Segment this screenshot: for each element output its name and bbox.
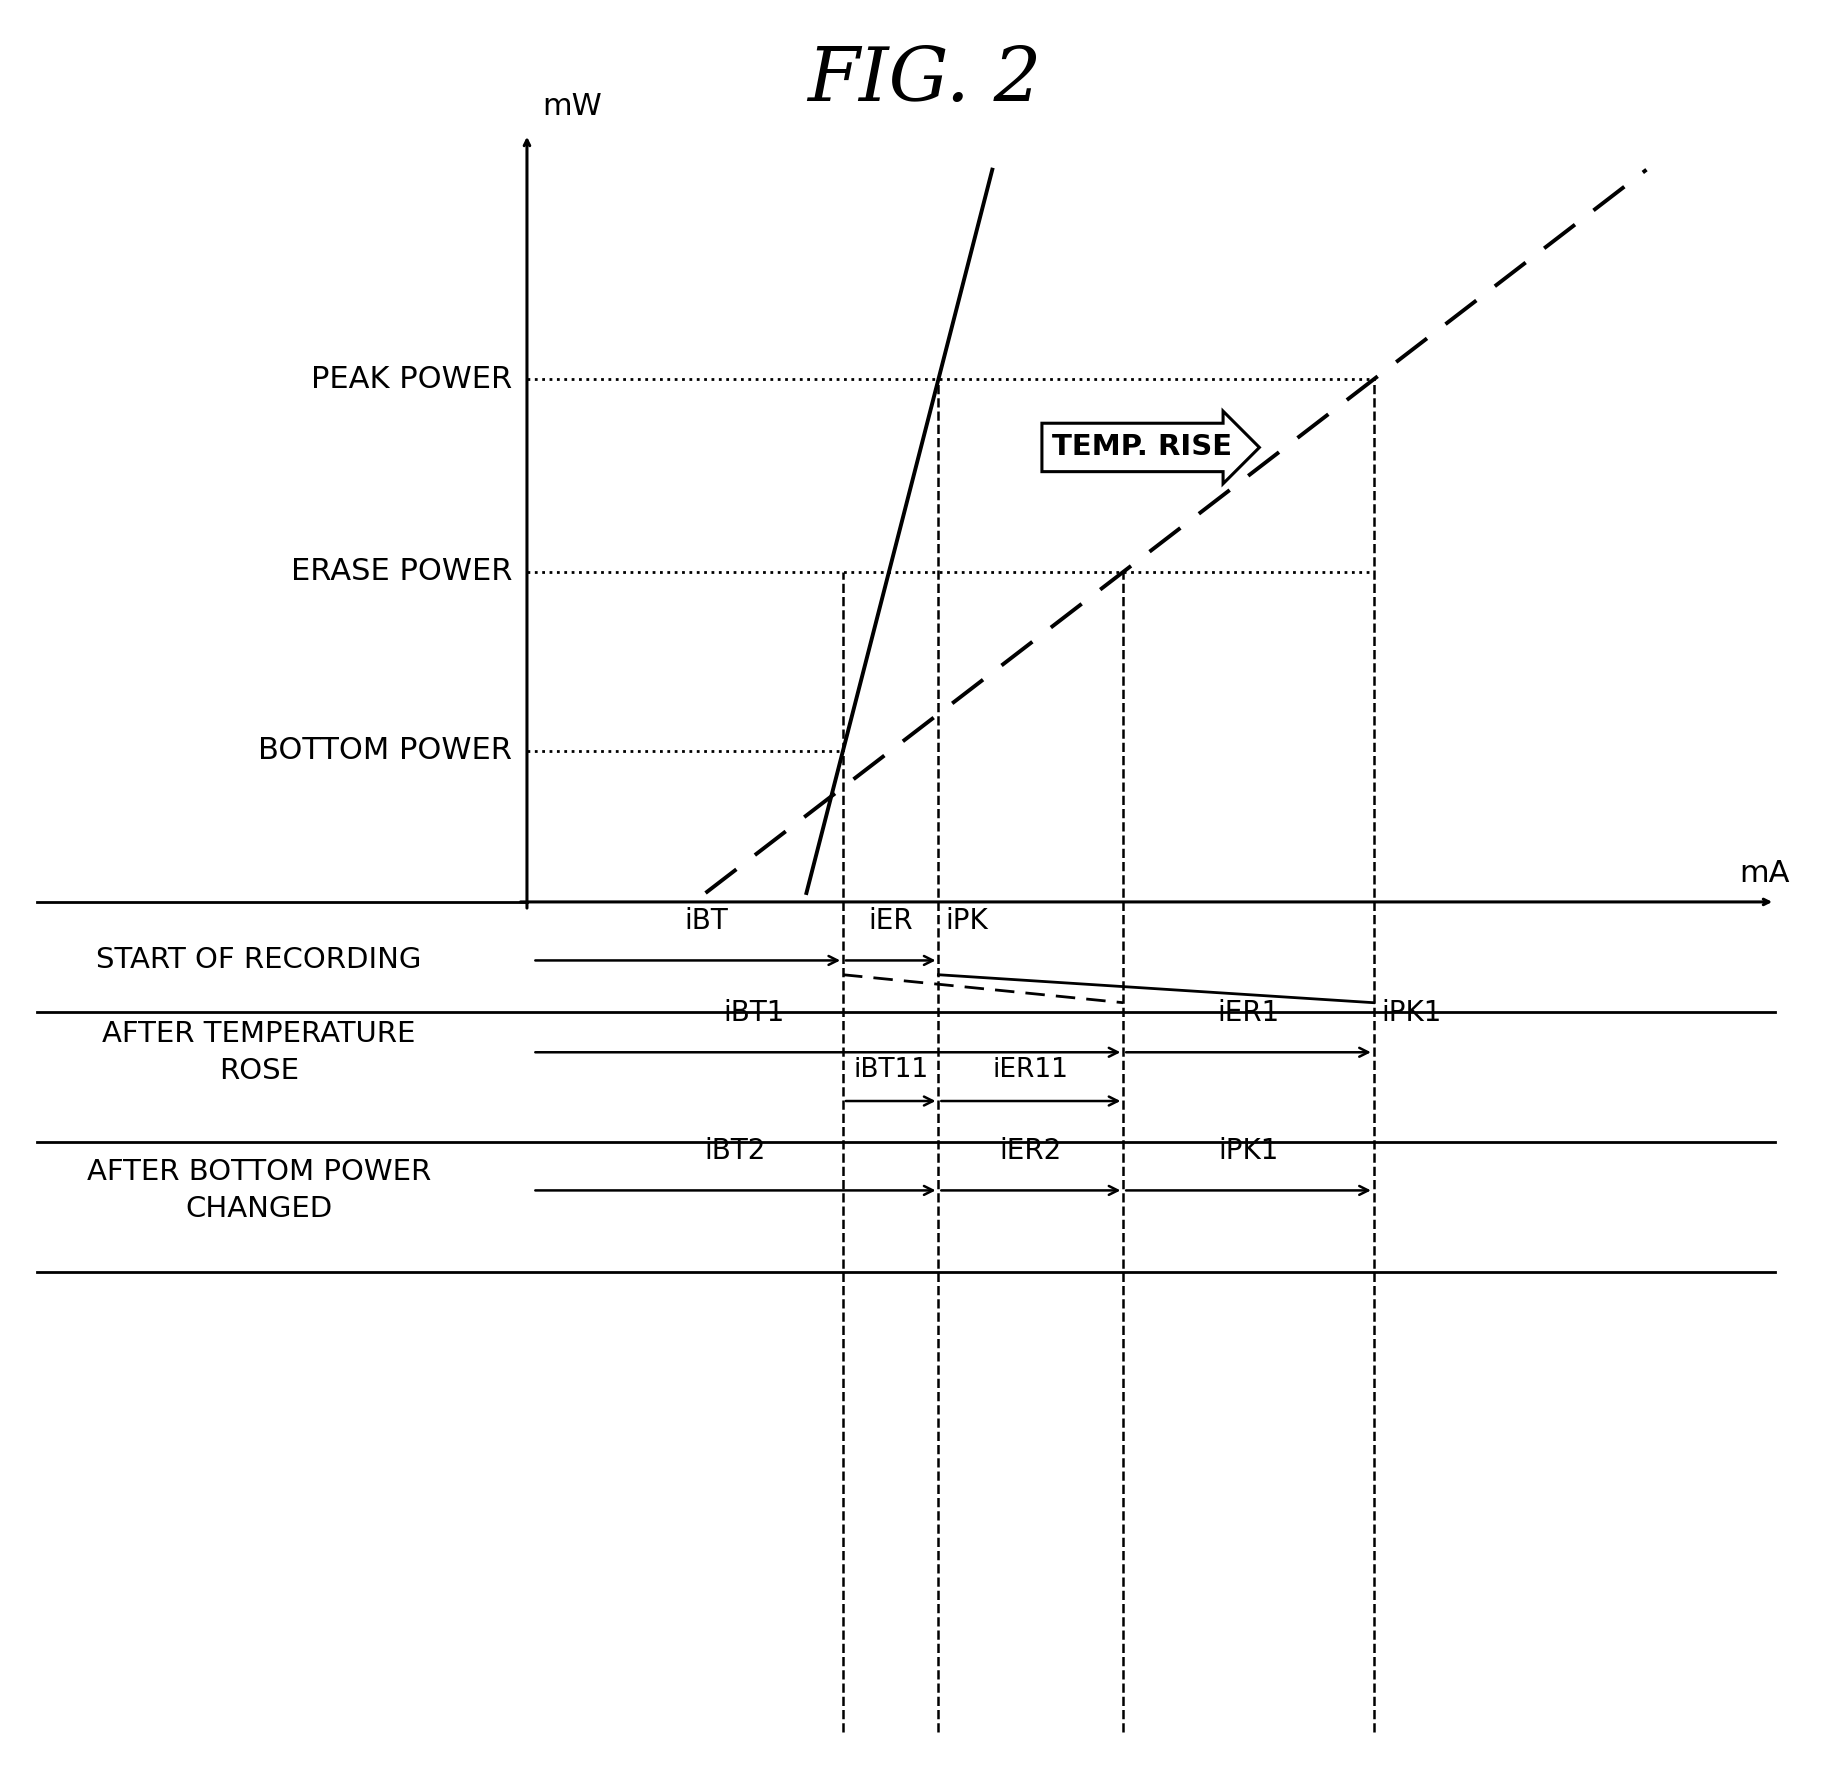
Text: iPK: iPK <box>946 907 989 936</box>
Text: iBT11: iBT11 <box>852 1057 928 1082</box>
Text: iPK1: iPK1 <box>1218 1138 1279 1166</box>
Text: BOTTOM POWER: BOTTOM POWER <box>259 736 512 764</box>
Text: iER2: iER2 <box>1000 1138 1061 1166</box>
Text: iBT2: iBT2 <box>704 1138 765 1166</box>
Text: PEAK POWER: PEAK POWER <box>310 364 512 395</box>
Text: mA: mA <box>1739 859 1789 888</box>
Text: iER11: iER11 <box>992 1057 1068 1082</box>
Text: iER: iER <box>869 907 913 936</box>
Text: AFTER TEMPERATURE
ROSE: AFTER TEMPERATURE ROSE <box>102 1020 416 1084</box>
Text: mW: mW <box>541 93 601 121</box>
Text: iBT1: iBT1 <box>723 998 784 1027</box>
Text: START OF RECORDING: START OF RECORDING <box>96 947 421 975</box>
Text: iER1: iER1 <box>1216 998 1279 1027</box>
Text: iBT: iBT <box>684 907 728 936</box>
Text: FIG. 2: FIG. 2 <box>808 45 1040 116</box>
Text: AFTER BOTTOM POWER
CHANGED: AFTER BOTTOM POWER CHANGED <box>87 1157 431 1223</box>
Text: ERASE POWER: ERASE POWER <box>290 557 512 586</box>
Text: TEMP. RISE: TEMP. RISE <box>1052 434 1231 461</box>
Text: iPK1: iPK1 <box>1380 998 1441 1027</box>
